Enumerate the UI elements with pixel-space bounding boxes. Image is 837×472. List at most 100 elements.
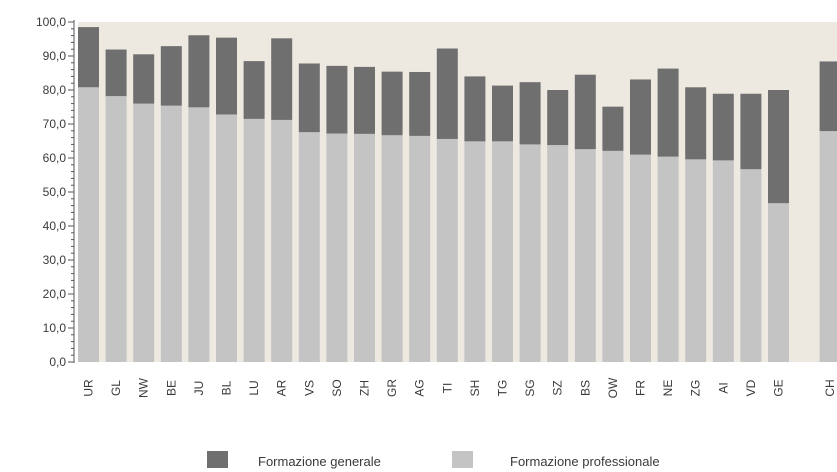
x-category-label: JU	[192, 381, 206, 396]
x-category-label: CH	[823, 379, 837, 396]
bar-professional-vd	[740, 169, 762, 362]
x-category-label: SO	[330, 379, 344, 396]
x-category-label: VD	[744, 379, 758, 396]
x-category-label: BL	[220, 380, 234, 395]
bar-professional-ai	[712, 160, 734, 362]
bar-general-ag	[409, 71, 431, 136]
x-category-label: VS	[302, 380, 316, 396]
y-tick-label: 80,0	[43, 83, 67, 97]
bar-general-sh	[464, 76, 486, 142]
bar-professional-lu	[243, 118, 265, 363]
bar-general-so	[326, 65, 348, 134]
bar-professional-ag	[409, 135, 431, 362]
bar-general-ju	[188, 35, 210, 108]
bar-general-vd	[740, 93, 762, 170]
bar-professional-sz	[547, 145, 569, 362]
legend-label-general: Formazione generale	[258, 454, 381, 469]
bar-professional-ti	[436, 138, 458, 362]
bar-general-zg	[685, 87, 707, 160]
x-category-label: TI	[440, 383, 454, 394]
x-category-label: ZG	[689, 380, 703, 397]
bar-general-ge	[768, 90, 789, 204]
legend-label-professional: Formazione professionale	[510, 454, 660, 469]
bar-professional-zg	[685, 159, 707, 362]
y-tick-label: 60,0	[43, 151, 67, 165]
bar-professional-ne	[657, 156, 679, 362]
bar-general-fr	[630, 79, 651, 155]
bar-professional-gl	[105, 96, 127, 363]
bar-general-zh	[354, 66, 375, 134]
y-tick-label: 70,0	[43, 117, 67, 131]
bar-general-bs	[574, 74, 596, 150]
y-axis: 0,0 10,0 20,0 30,0 40,0 50,0 60,0 70,0 80,0 90,0 1…	[36, 15, 75, 369]
bar-professional-vs	[298, 132, 320, 362]
x-category-label: NW	[137, 377, 151, 398]
y-tick-label: 50,0	[43, 185, 67, 199]
bar-professional-ur	[78, 87, 99, 362]
bar-general-sg	[519, 82, 541, 145]
bar-general-gl	[105, 49, 127, 97]
bar-general-ur	[78, 27, 99, 88]
x-category-label: LU	[247, 380, 261, 395]
y-tick-label: 30,0	[43, 253, 67, 267]
legend: Formazione generale Formazione professio…	[207, 451, 660, 469]
x-category-label: GE	[772, 379, 786, 396]
bar-professional-so	[326, 133, 348, 362]
bar-general-tg	[492, 85, 513, 142]
x-category-label: OW	[606, 377, 620, 398]
bar-professional-be	[160, 105, 182, 362]
bar-general-gr	[381, 71, 403, 136]
bar-professional-gr	[381, 135, 403, 362]
x-category-label: NE	[661, 380, 675, 397]
bar-general-ne	[657, 68, 679, 157]
bar-professional-sh	[464, 141, 486, 362]
bar-general-ai	[712, 93, 734, 161]
bar-professional-sg	[519, 144, 541, 362]
bars	[78, 27, 837, 363]
x-category-label: AG	[413, 379, 427, 396]
y-tick-label: 20,0	[43, 287, 67, 301]
x-category-label: BS	[578, 380, 592, 396]
y-tick-label: 10,0	[43, 321, 67, 335]
bar-general-lu	[243, 61, 265, 119]
bar-general-be	[160, 46, 182, 106]
bar-general-ti	[436, 48, 458, 139]
bar-general-sz	[547, 90, 569, 146]
bar-professional-bs	[574, 149, 596, 362]
bar-professional-tg	[492, 141, 513, 362]
x-category-label: ZH	[358, 380, 372, 396]
bar-professional-ch	[819, 131, 837, 362]
bar-professional-ar	[271, 119, 293, 362]
x-category-label: UR	[82, 379, 96, 397]
bar-professional-nw	[133, 103, 155, 362]
x-category-label: GR	[385, 379, 399, 397]
bar-general-ar	[271, 38, 293, 120]
x-category-label: SH	[468, 380, 482, 397]
x-category-label: SG	[523, 379, 537, 396]
bar-general-ow	[602, 106, 624, 151]
bar-professional-bl	[216, 114, 237, 362]
bar-general-nw	[133, 54, 155, 104]
y-tick-label: 0,0	[49, 355, 66, 369]
bar-professional-ge	[768, 203, 789, 362]
x-axis-labels: UR GL NW BE JU BL LU AR VS SO ZH GR AG TI SH TG SG SZ BS OW…	[82, 377, 837, 398]
x-category-label: AR	[275, 379, 289, 396]
x-category-label: SZ	[551, 380, 565, 395]
legend-swatch-professional	[452, 451, 473, 468]
x-category-label: BE	[164, 380, 178, 396]
y-tick-label: 40,0	[43, 219, 67, 233]
x-category-label: GL	[109, 380, 123, 396]
x-category-label: TG	[496, 380, 510, 397]
bar-professional-zh	[354, 133, 375, 362]
bar-professional-ow	[602, 150, 624, 362]
y-tick-label: 90,0	[43, 49, 67, 63]
legend-swatch-general	[207, 451, 228, 468]
bar-professional-ju	[188, 107, 210, 362]
x-category-label: AI	[716, 382, 730, 393]
x-category-label: FR	[634, 380, 648, 396]
bar-general-ch	[819, 61, 837, 132]
y-tick-label: 100,0	[36, 15, 66, 29]
bar-professional-fr	[630, 154, 651, 362]
